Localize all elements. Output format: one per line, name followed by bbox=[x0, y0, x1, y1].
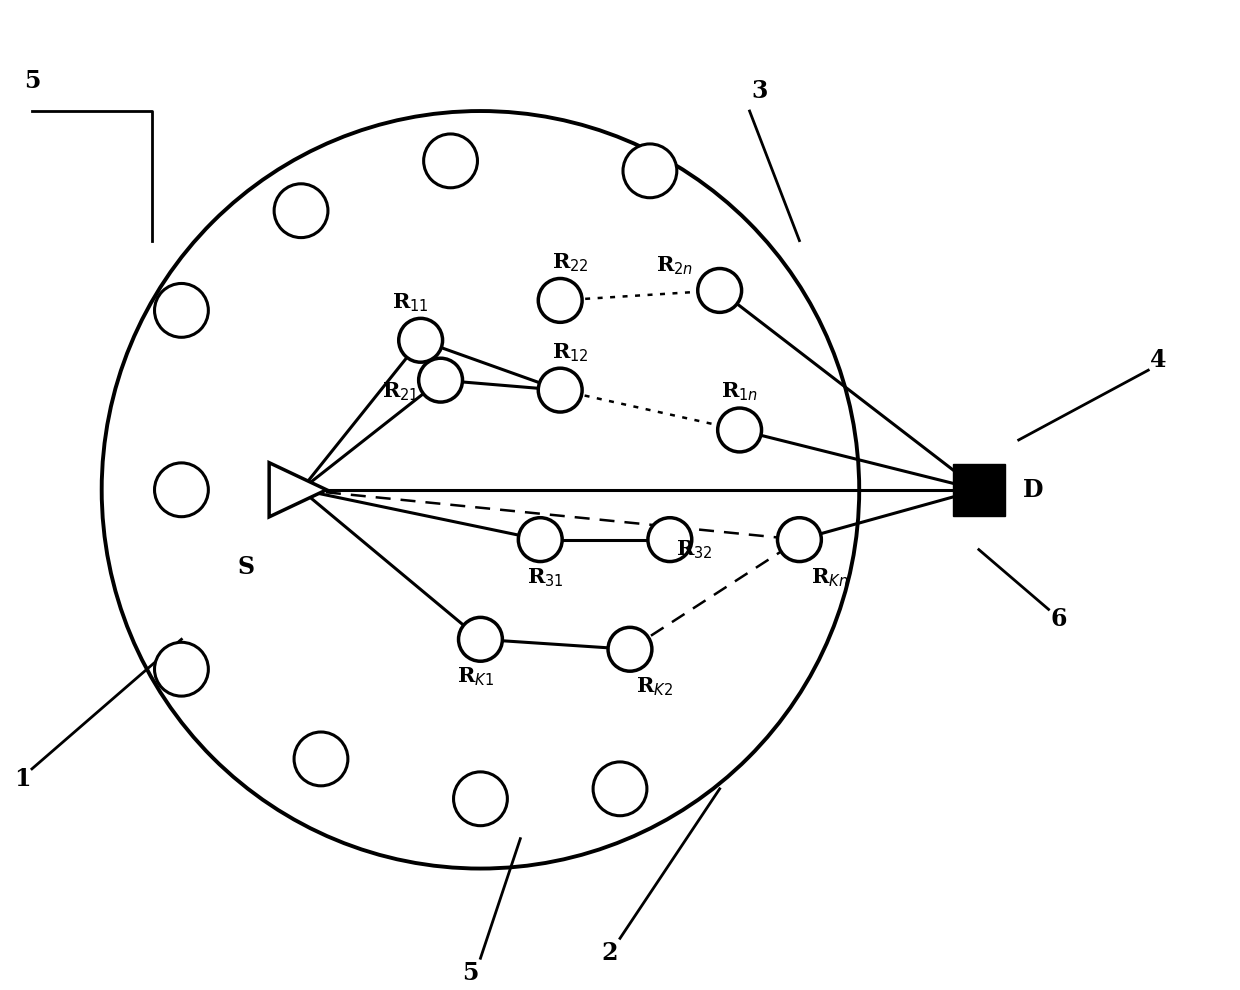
Text: 5: 5 bbox=[24, 69, 40, 93]
Circle shape bbox=[294, 732, 348, 786]
Text: D: D bbox=[1023, 478, 1043, 502]
Circle shape bbox=[538, 278, 582, 323]
Circle shape bbox=[718, 408, 761, 451]
Text: S: S bbox=[238, 554, 254, 578]
Circle shape bbox=[424, 134, 477, 188]
Text: R$_{Kn}$: R$_{Kn}$ bbox=[811, 566, 848, 589]
Text: R$_{32}$: R$_{32}$ bbox=[676, 539, 713, 561]
Text: R$_{11}$: R$_{11}$ bbox=[392, 291, 429, 314]
Text: R$_{2n}$: R$_{2n}$ bbox=[656, 254, 693, 277]
Text: R$_{31}$: R$_{31}$ bbox=[527, 566, 564, 589]
Text: R$_{21}$: R$_{21}$ bbox=[382, 381, 419, 403]
Text: R$_{K2}$: R$_{K2}$ bbox=[636, 676, 673, 699]
Circle shape bbox=[155, 643, 208, 696]
Circle shape bbox=[538, 368, 582, 412]
Circle shape bbox=[454, 772, 507, 826]
Text: 3: 3 bbox=[751, 79, 768, 103]
Text: 2: 2 bbox=[601, 941, 619, 965]
Circle shape bbox=[155, 283, 208, 338]
Circle shape bbox=[593, 762, 647, 816]
Text: 6: 6 bbox=[1050, 608, 1066, 632]
Text: R$_{K1}$: R$_{K1}$ bbox=[458, 666, 494, 688]
Circle shape bbox=[649, 518, 692, 561]
Text: R$_{1n}$: R$_{1n}$ bbox=[720, 381, 758, 403]
Text: R$_{22}$: R$_{22}$ bbox=[552, 251, 589, 274]
Circle shape bbox=[518, 518, 562, 561]
Circle shape bbox=[777, 518, 821, 561]
Text: 4: 4 bbox=[1149, 348, 1167, 372]
Circle shape bbox=[274, 184, 327, 238]
Circle shape bbox=[419, 358, 463, 402]
Circle shape bbox=[155, 463, 208, 517]
Text: 5: 5 bbox=[463, 961, 479, 985]
Circle shape bbox=[459, 618, 502, 661]
Circle shape bbox=[608, 628, 652, 671]
Circle shape bbox=[399, 319, 443, 362]
Text: R$_{12}$: R$_{12}$ bbox=[552, 341, 589, 363]
Circle shape bbox=[622, 144, 677, 198]
Text: 1: 1 bbox=[14, 767, 30, 791]
Polygon shape bbox=[269, 462, 326, 517]
Bar bbox=[952, 464, 1004, 516]
Circle shape bbox=[698, 268, 742, 313]
